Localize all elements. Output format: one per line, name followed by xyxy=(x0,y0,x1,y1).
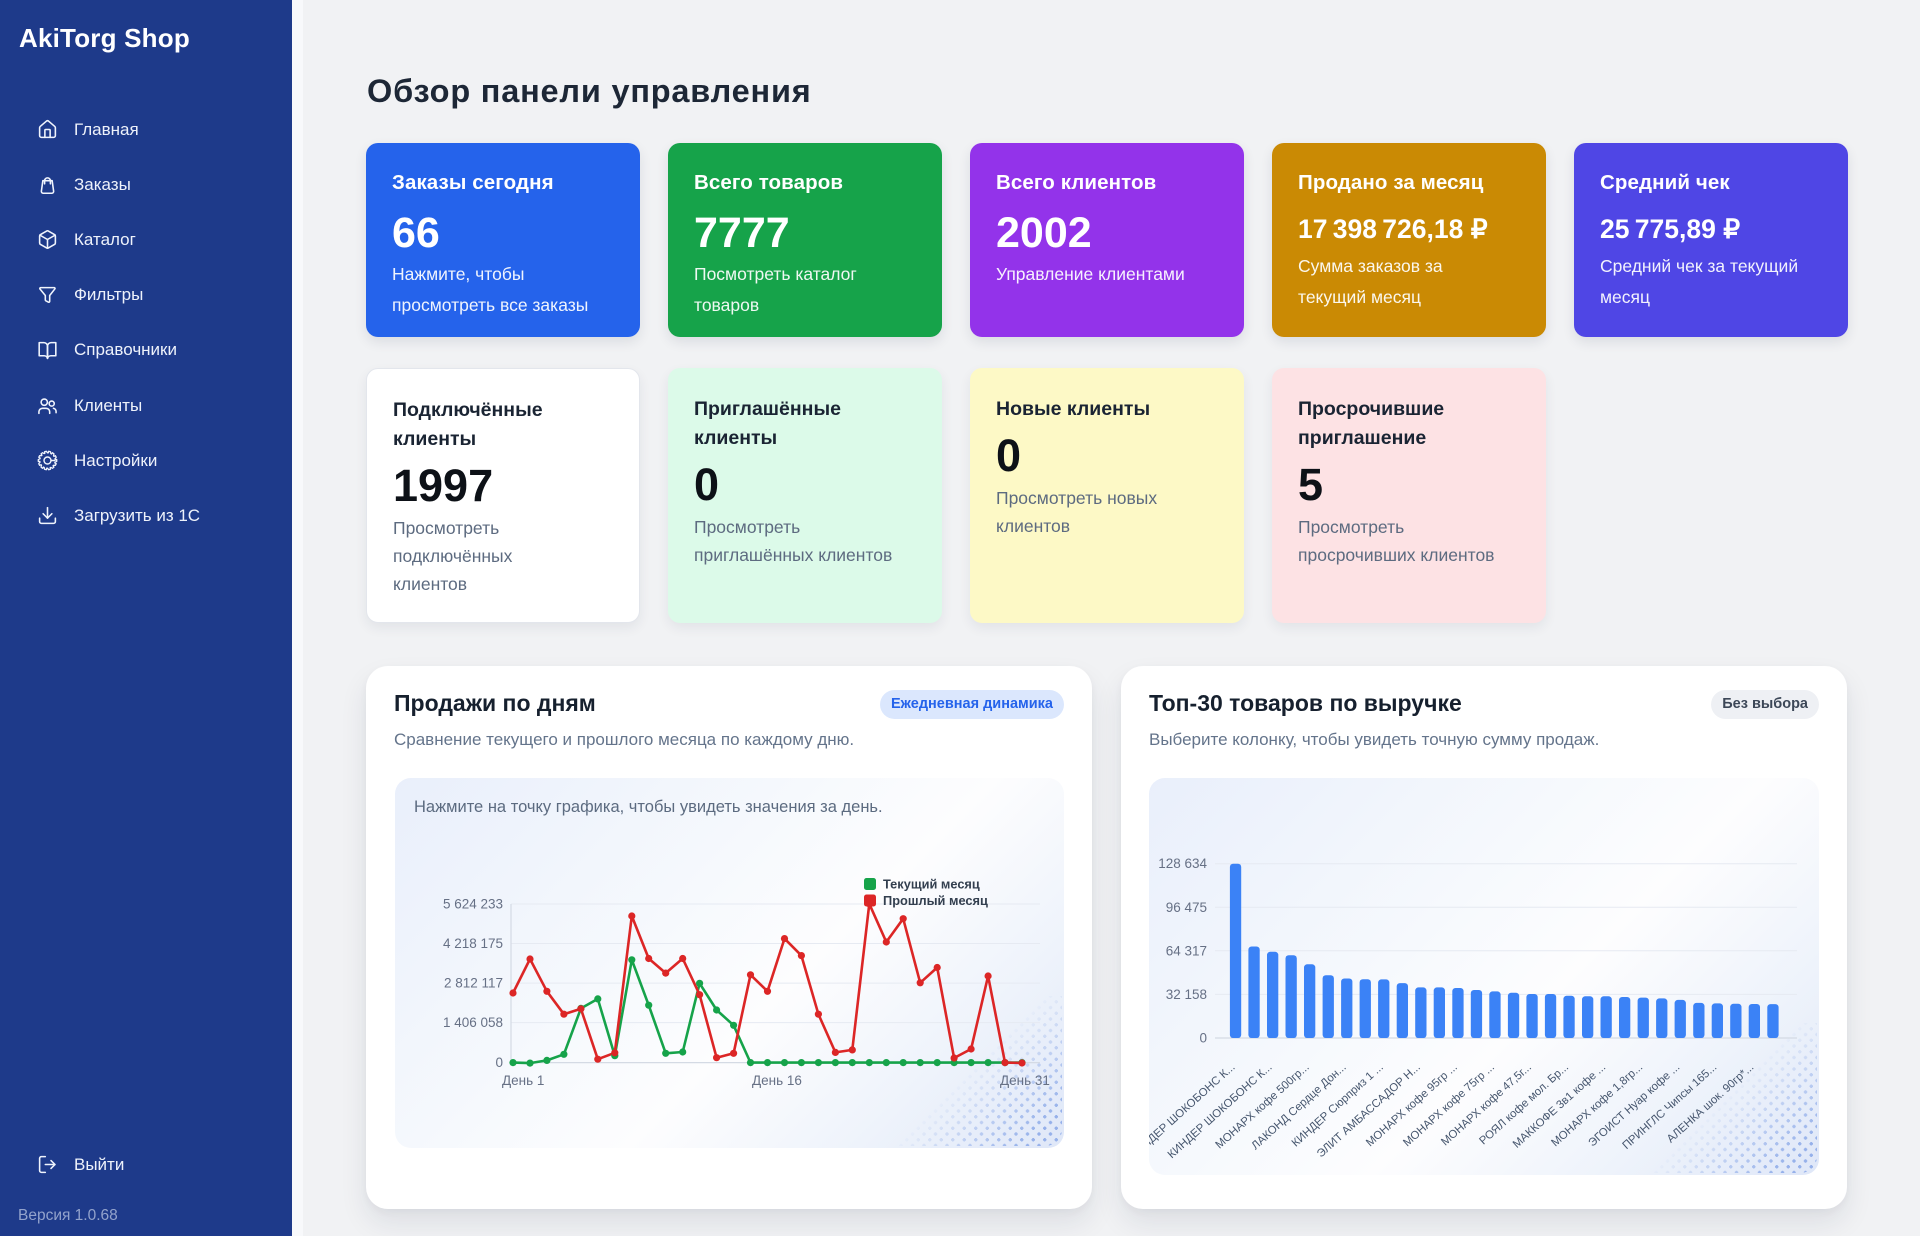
svg-text:32 158: 32 158 xyxy=(1166,987,1207,1002)
svg-text:День 16: День 16 xyxy=(752,1073,802,1088)
svg-text:Текущий месяц: Текущий месяц xyxy=(883,877,980,892)
svg-text:Прошлый месяц: Прошлый месяц xyxy=(883,893,988,908)
svg-text:5 624 233: 5 624 233 xyxy=(443,897,503,912)
svg-text:96 475: 96 475 xyxy=(1166,900,1207,915)
svg-text:0: 0 xyxy=(495,1055,503,1070)
svg-text:128 634: 128 634 xyxy=(1158,856,1207,871)
svg-text:2 812 117: 2 812 117 xyxy=(444,976,503,991)
svg-text:0: 0 xyxy=(1199,1031,1207,1046)
svg-text:64 317: 64 317 xyxy=(1166,943,1207,958)
svg-text:4 218 175: 4 218 175 xyxy=(443,936,503,951)
svg-text:День 1: День 1 xyxy=(502,1073,544,1088)
svg-text:1 406 058: 1 406 058 xyxy=(443,1015,503,1030)
svg-text:День 31: День 31 xyxy=(1000,1073,1050,1088)
